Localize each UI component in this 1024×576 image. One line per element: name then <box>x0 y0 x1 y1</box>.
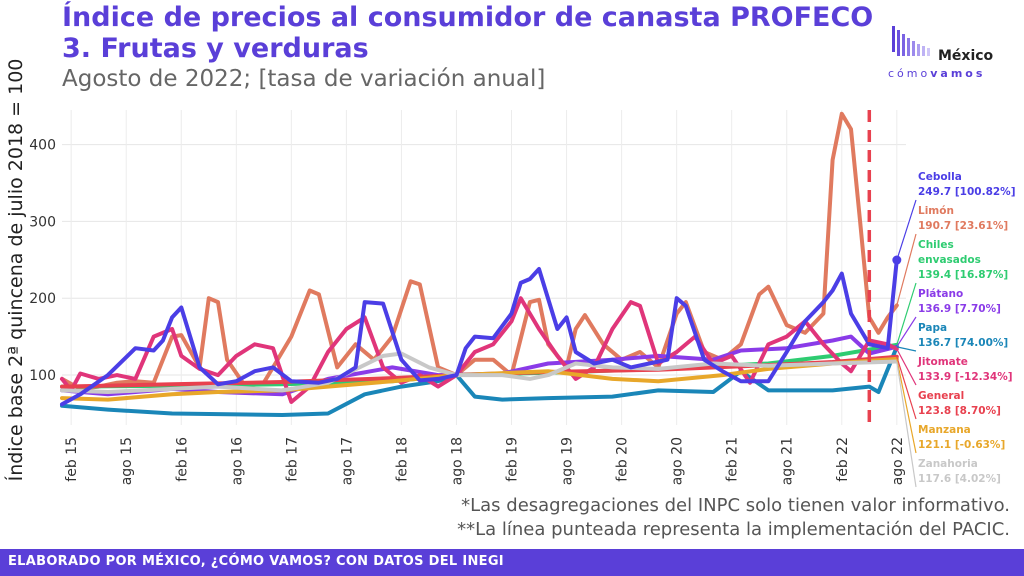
note-informative: *Las desagregaciones del INPC solo tiene… <box>461 495 1010 516</box>
label-leader <box>896 356 917 420</box>
series-value-label: 133.9 [-12.34%] <box>918 371 1013 383</box>
series-value-label: 123.8 [8.70%] <box>918 405 1001 417</box>
mexico-como-vamos-logo: México cómovamos <box>888 20 1008 90</box>
series-lines <box>60 111 899 417</box>
label-leader <box>896 348 917 386</box>
x-tick-label: ago 15 <box>119 437 135 485</box>
footer-text: ELABORADO POR MÉXICO, ¿CÓMO VAMOS? CON D… <box>8 554 504 569</box>
label-leader <box>896 233 917 306</box>
series-value-label: 121.1 [-0.63%] <box>918 439 1005 451</box>
series-name-label: Papa <box>918 322 947 334</box>
logo-tag-b: vamos <box>930 67 986 80</box>
label-leader <box>896 316 917 348</box>
x-tick-label: ago 16 <box>229 437 245 485</box>
series-end-point <box>892 255 902 265</box>
y-tick-labels: 100 200 300 400 <box>29 138 56 384</box>
y-tick-label: 200 <box>29 291 56 307</box>
x-tick-label: ago 22 <box>890 437 906 485</box>
series-name-label: envasados <box>918 254 981 266</box>
x-tick-label: feb 19 <box>505 437 521 482</box>
series-name-label: Manzana <box>918 424 971 436</box>
logo-tag-a: cómo <box>888 67 931 80</box>
series-line <box>60 296 899 404</box>
series-name-label: Chiles <box>918 239 954 251</box>
series-name-label: Plátano <box>918 288 963 300</box>
series-value-label: 136.7 [74.00%] <box>918 337 1008 349</box>
chart-subtitle: Agosto de 2022; [tasa de variación anual… <box>62 66 546 92</box>
x-tick-label: feb 20 <box>615 437 631 482</box>
x-tick-label: feb 21 <box>725 437 741 482</box>
grid <box>62 110 906 425</box>
series-value-label: 190.7 [23.61%] <box>918 220 1008 232</box>
series-line <box>60 258 899 407</box>
label-leader <box>896 361 917 488</box>
label-leader <box>896 199 917 261</box>
x-tick-label: feb 18 <box>394 437 410 482</box>
x-tick-label: ago 20 <box>670 437 686 485</box>
y-axis-label: Índice base 2ª quincena de julio 2018 = … <box>4 59 27 482</box>
logo-tagline: cómovamos <box>888 67 985 80</box>
chart-title: Índice de precios al consumidor de canas… <box>62 2 873 64</box>
x-tick-label: feb 15 <box>64 437 80 482</box>
y-tick-label: 400 <box>29 138 56 154</box>
y-axis-label-wrap: Índice base 2ª quincena de julio 2018 = … <box>4 59 27 482</box>
series-name-label: Jitomate <box>917 356 968 368</box>
series-value-label: 139.4 [16.87%] <box>918 269 1008 281</box>
x-tick-label: ago 17 <box>339 437 355 485</box>
series-value-label: 249.7 [100.82%] <box>918 186 1016 198</box>
y-tick-label: 100 <box>29 368 56 384</box>
y-tick-label: 300 <box>29 214 56 230</box>
logo-bars-icon <box>892 26 930 56</box>
series-line <box>60 351 899 394</box>
label-leader <box>896 358 917 454</box>
series-name-label: General <box>918 390 964 402</box>
note-pacic: **La línea punteada representa la implem… <box>457 519 1010 540</box>
logo-name: México <box>938 48 994 64</box>
title-line-2: 3. Frutas y verduras <box>62 33 369 64</box>
series-name-label: Limón <box>918 205 954 217</box>
label-leader <box>896 282 917 345</box>
x-tick-label: ago 18 <box>449 437 465 485</box>
x-tick-label: feb 22 <box>835 437 851 482</box>
x-tick-label: feb 16 <box>174 437 190 482</box>
series-end-labels: Cebolla 249.7 [100.82%] Limón 190.7 [23.61%… <box>892 171 1016 488</box>
series-line <box>60 344 899 417</box>
x-tick-labels: feb 15 ago 15 feb 16 ago 16 feb 17 ago 17 feb … <box>64 437 906 485</box>
series-value-label: 136.9 [7.70%] <box>918 303 1001 315</box>
footer-bar: ELABORADO POR MÉXICO, ¿CÓMO VAMOS? CON D… <box>0 549 1024 576</box>
title-line-1: Índice de precios al consumidor de canas… <box>62 2 874 33</box>
series-name-label: Cebolla <box>918 171 962 183</box>
x-tick-label: ago 21 <box>780 437 796 485</box>
series-name-label: Zanahoria <box>918 458 978 470</box>
x-tick-label: feb 17 <box>284 437 300 482</box>
series-value-label: 117.6 [4.02%] <box>918 473 1001 485</box>
label-leader <box>896 346 917 352</box>
x-tick-label: ago 19 <box>560 437 576 485</box>
